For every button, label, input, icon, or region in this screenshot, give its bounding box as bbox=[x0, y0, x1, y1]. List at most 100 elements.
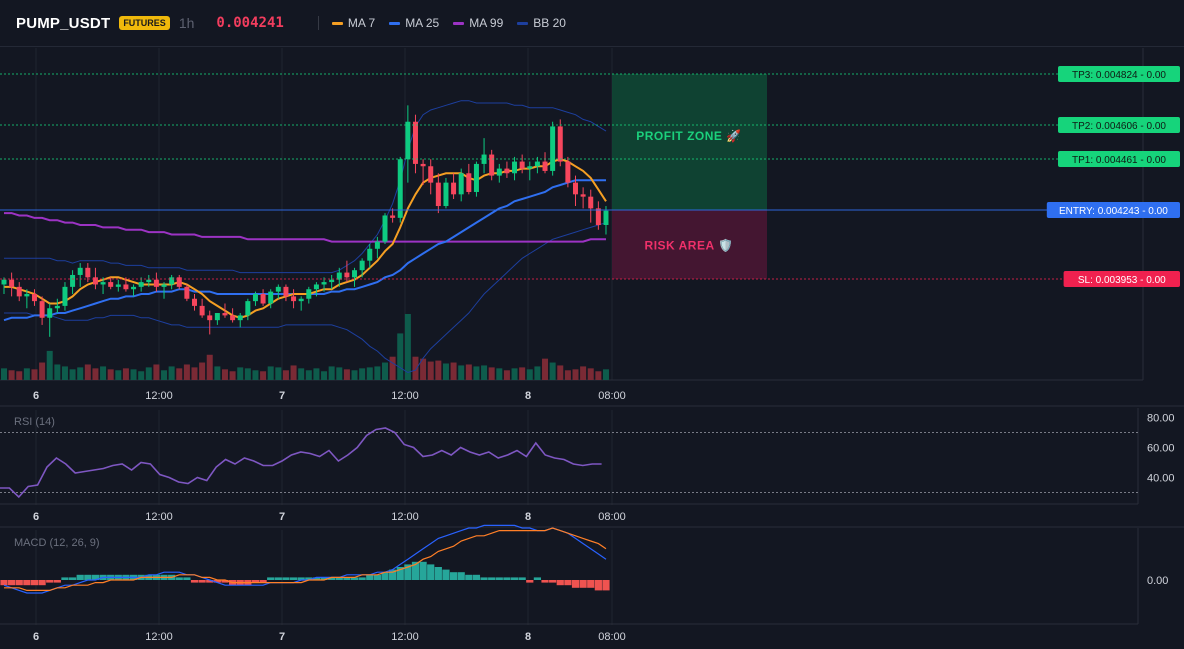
macd-histogram-bar bbox=[396, 567, 404, 580]
time-label: 12:00 bbox=[391, 631, 419, 643]
macd-histogram-bar bbox=[0, 580, 8, 586]
candle-up bbox=[115, 284, 121, 287]
volume-bar bbox=[374, 366, 381, 380]
candle-down bbox=[504, 168, 510, 174]
candle-up bbox=[534, 161, 540, 167]
volume-bar bbox=[282, 370, 289, 380]
candle-down bbox=[230, 315, 236, 321]
candle-down bbox=[283, 286, 289, 297]
legend-ma7[interactable]: MA 7 bbox=[331, 16, 375, 30]
legend-bb20[interactable]: BB 20 bbox=[517, 16, 566, 30]
candle-down bbox=[573, 182, 578, 195]
time-label: 12:00 bbox=[391, 511, 419, 523]
macd-histogram-bar bbox=[68, 577, 77, 580]
candle-up bbox=[382, 215, 388, 242]
volume-bar bbox=[92, 368, 99, 380]
bb-lower-line bbox=[4, 222, 607, 374]
macd-histogram-bar bbox=[343, 577, 351, 580]
macd-histogram-bar bbox=[389, 569, 397, 580]
candle-up bbox=[47, 308, 53, 318]
volume-bar bbox=[420, 358, 427, 380]
volume-bar bbox=[549, 362, 556, 380]
candle-down bbox=[588, 196, 594, 209]
volume-bar bbox=[526, 369, 533, 380]
macd-histogram-bar bbox=[274, 577, 282, 580]
legend-ma99[interactable]: MA 99 bbox=[453, 16, 503, 30]
macd-histogram-bar bbox=[465, 574, 473, 580]
volume-bar bbox=[564, 370, 571, 380]
time-label: 12:00 bbox=[145, 631, 173, 643]
legend-ma25[interactable]: MA 25 bbox=[389, 16, 439, 30]
candle-down bbox=[595, 208, 601, 225]
level-label-tp3: TP3: 0.004824 - 0.00 bbox=[1072, 70, 1166, 81]
volume-bar bbox=[557, 365, 564, 380]
macd-zero-label: 0.00 bbox=[1147, 575, 1168, 587]
volume-bar bbox=[404, 314, 411, 380]
macd-histogram-bar bbox=[282, 577, 290, 580]
macd-histogram-bar bbox=[61, 577, 69, 580]
macd-histogram-bar bbox=[602, 580, 610, 591]
timeframe-label[interactable]: 1h bbox=[178, 15, 195, 31]
candle-down bbox=[291, 296, 297, 302]
bb-upper-line bbox=[4, 100, 607, 274]
candle-down bbox=[466, 173, 472, 192]
macd-histogram-bar bbox=[198, 580, 206, 583]
macd-pane: MACD (12, 26, 9) 0.00 bbox=[0, 524, 1168, 594]
macd-histogram-bar bbox=[15, 580, 23, 586]
macd-histogram-bar bbox=[549, 580, 557, 583]
volume-bar bbox=[465, 364, 472, 380]
volume-bar bbox=[214, 366, 221, 380]
volume-bar bbox=[580, 366, 587, 380]
ma99-line bbox=[4, 212, 606, 243]
volume-bar bbox=[458, 365, 465, 380]
time-label: 08:00 bbox=[598, 631, 626, 643]
risk-area-label: RISK AREA 🛡️ bbox=[645, 239, 734, 253]
macd-histogram-bar bbox=[8, 580, 16, 586]
candle-down bbox=[542, 161, 548, 171]
volume-bar bbox=[450, 362, 457, 380]
candle-up bbox=[405, 121, 411, 160]
macd-histogram-bar bbox=[320, 577, 328, 580]
symbol-name[interactable]: PUMP_USDT bbox=[16, 14, 111, 32]
volume-bar bbox=[1, 368, 7, 380]
candle-up bbox=[496, 168, 502, 176]
macd-histogram-bar bbox=[366, 574, 374, 580]
macd-histogram-bar bbox=[175, 577, 183, 580]
time-label: 8 bbox=[525, 631, 531, 643]
candle-up bbox=[70, 274, 76, 287]
macd-histogram-bar bbox=[305, 577, 313, 580]
legend-swatch bbox=[453, 21, 465, 25]
candle-down bbox=[451, 182, 457, 195]
macd-histogram-bar bbox=[587, 580, 595, 588]
candle-down bbox=[16, 286, 22, 297]
macd-histogram-bar bbox=[221, 580, 229, 583]
trade-zones: PROFIT ZONE 🚀 RISK AREA 🛡️ bbox=[612, 74, 767, 279]
volume-bar bbox=[290, 365, 297, 380]
volume-bar bbox=[252, 370, 259, 380]
candle-up bbox=[443, 182, 449, 207]
volume-bar bbox=[351, 370, 358, 380]
level-label-bg-tp1 bbox=[1058, 151, 1180, 167]
rsi-line bbox=[0, 427, 602, 499]
volume-bar bbox=[267, 366, 274, 380]
volume-bar bbox=[54, 364, 61, 380]
candle-down bbox=[207, 315, 213, 321]
candle-down bbox=[192, 298, 197, 306]
time-label: 7 bbox=[279, 631, 285, 643]
candle-up bbox=[527, 166, 533, 169]
volume-bar bbox=[602, 369, 609, 380]
volume-bar bbox=[397, 333, 404, 380]
candle-up bbox=[252, 293, 258, 302]
risk-zone bbox=[612, 210, 767, 279]
candle-down bbox=[123, 284, 129, 290]
time-label: 12:00 bbox=[145, 511, 173, 523]
candlesticks bbox=[1, 105, 609, 337]
futures-badge: FUTURES bbox=[119, 16, 170, 30]
volume-bar bbox=[473, 366, 480, 380]
volume-bar bbox=[359, 368, 366, 380]
volume-bar bbox=[542, 358, 549, 380]
rsi-tick-label: 40.00 bbox=[1147, 473, 1175, 485]
macd-histogram-bar bbox=[335, 577, 343, 580]
candle-up bbox=[367, 248, 373, 261]
